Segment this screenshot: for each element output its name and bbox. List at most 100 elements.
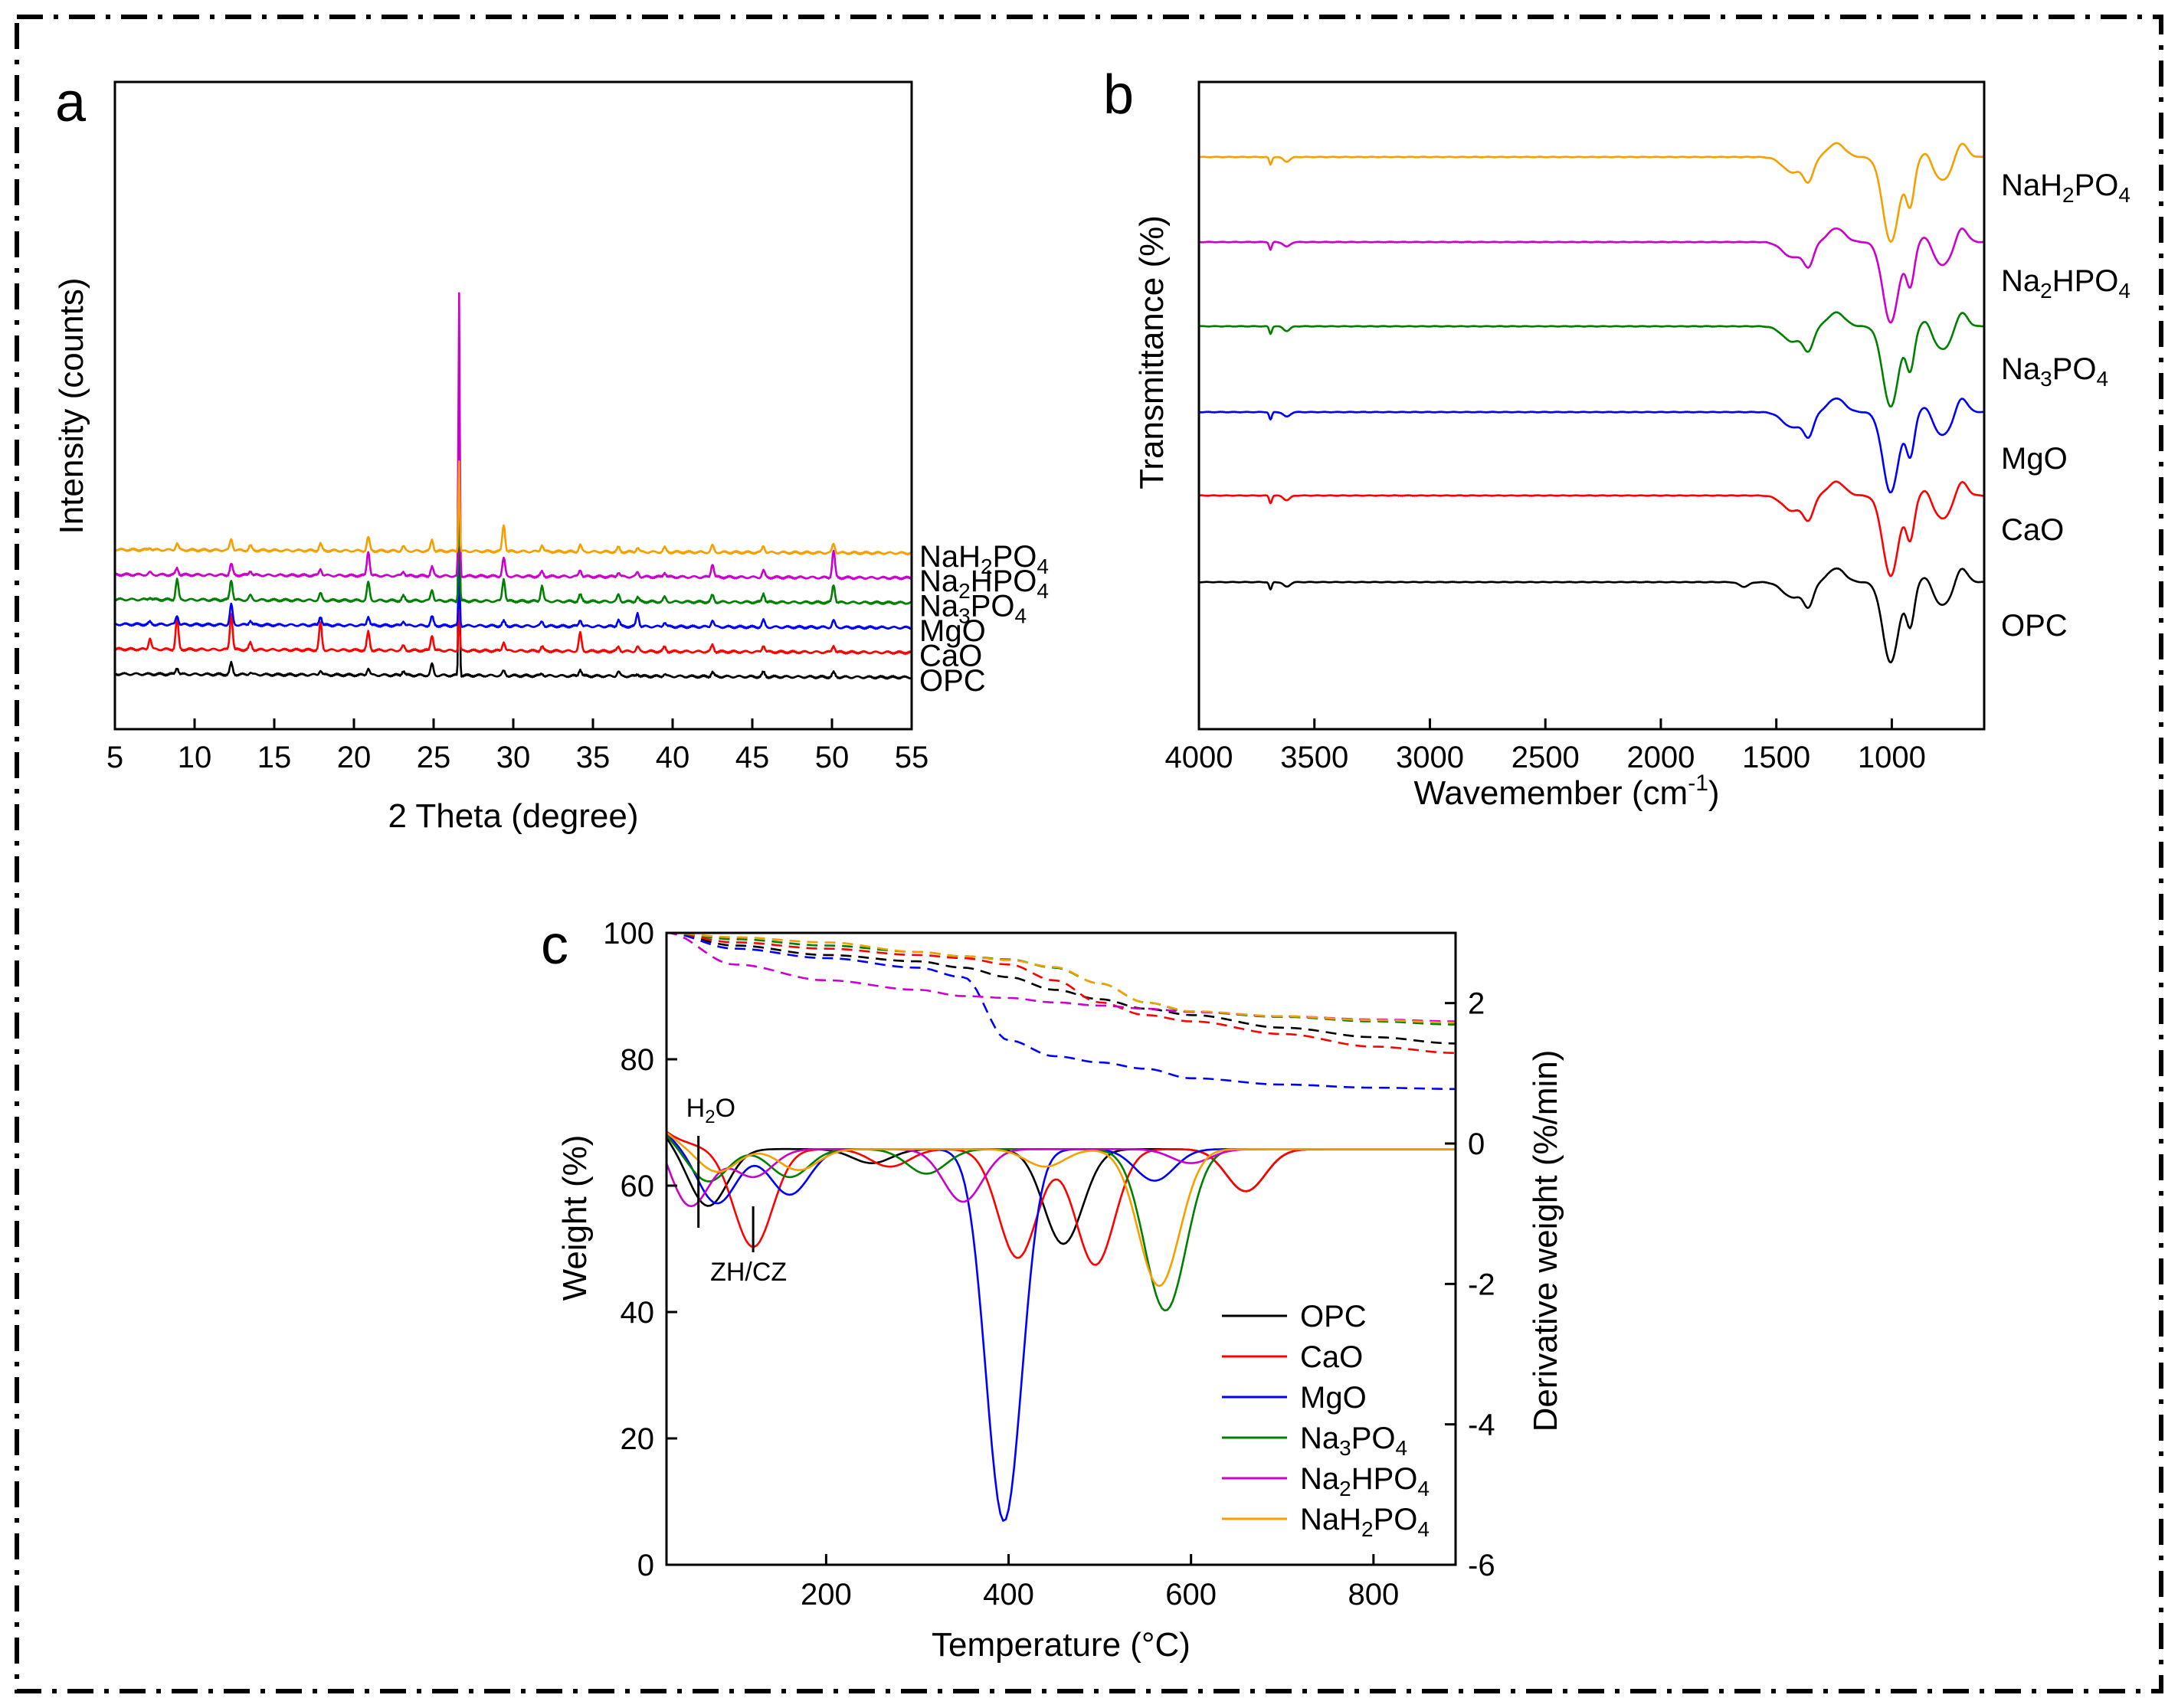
ftir-label-NaH2PO4: NaH2PO4 [2001,169,2131,207]
h2o-annotation-sub: 2 [705,1107,715,1127]
ftir-label-OPC-base: OPC [2001,609,2068,643]
panel-b-ticks: 4000 3500 3000 2500 2000 1500 1000 [1165,718,1926,774]
panel-c-right-y-tick-label: -2 [1468,1268,1495,1301]
xrd-label-NaH2PO4-sub: 2 [981,555,993,578]
panel-c-x-tick-label: 600 [1165,1578,1217,1611]
panel-a: a 5 10 15 20 25 30 35 40 45 50 55 OPCCaOMgONa3PO4N… [53,72,1049,835]
panel-c-left-y-tick-label: 60 [621,1170,655,1203]
panel-b-x-axis-label-base: Wavemember (cm [1413,774,1688,812]
ftir-line-NaH2PO4 [1198,142,1985,244]
tga-line-CaO [666,931,1456,1055]
xrd-line-NaH2PO4 [114,460,913,556]
ftir-label-NaH2PO4-tail: PO [2075,169,2119,202]
tga-line-Na3PO4 [666,931,1456,1026]
ftir-line-Na3PO4 [1198,311,1985,408]
panel-c-x-tick-label: 800 [1348,1578,1399,1611]
panel-b-x-tick-label: 3000 [1396,741,1464,774]
legend-label-CaO: CaO [1300,1340,1363,1374]
xrd-label-NaH2PO4-tail-sub: 4 [1037,555,1049,578]
legend-label-NaH2PO4-tail-sub: 4 [1417,1517,1430,1541]
h2o-annotation-tail: O [716,1094,735,1123]
legend-label-Na2HPO4-tail-sub: 4 [1417,1477,1430,1500]
panel-a-x-axis-label: 2 Theta (degree) [388,797,639,835]
ftir-line-CaO [1198,480,1985,578]
xrd-line-MgO [114,561,913,630]
panel-b-x-tick-label: 1000 [1858,741,1926,774]
xrd-label-Na2HPO4-tail-sub: 4 [1037,579,1049,603]
panel-label-a: a [55,72,87,133]
xrd-label-Na2HPO4-sub: 2 [958,579,971,603]
xrd-label-NaH2PO4-tail: PO [993,540,1037,574]
dtg-line-OPC [665,1137,1455,1245]
ftir-line-Na2HPO4 [1198,227,1985,324]
legend-label-Na2HPO4: Na2HPO4 [1300,1462,1430,1500]
legend-label-Na3PO4-tail: PO [1351,1422,1396,1455]
panel-a-x-tick-label: 25 [417,741,451,774]
panel-b-x-tick-label: 2500 [1511,741,1580,774]
ftir-label-Na2HPO4: Na2HPO4 [2001,264,2131,303]
panel-a-x-tick-label: 30 [496,741,531,774]
ftir-label-OPC: OPC [2001,609,2068,643]
panel-label-c: c [541,915,568,976]
h2o-annotation: H2O [686,1094,735,1127]
ftir-label-Na2HPO4-tail-sub: 4 [2118,279,2131,303]
panel-c-right-y-tick-label: 2 [1468,987,1485,1021]
tga-line-NaH2PO4 [666,931,1456,1024]
panel-c-right-y-tick-label: -4 [1468,1409,1495,1442]
ftir-label-Na3PO4-tail-sub: 4 [2097,367,2109,391]
xrd-line-Na3PO4 [113,476,912,606]
panel-c-right-y-tick-label: -6 [1468,1549,1495,1582]
xrd-label-Na2HPO4-base: Na [919,564,959,598]
legend-label-OPC: OPC [1300,1300,1367,1333]
legend-label-Na2HPO4-sub: 2 [1339,1477,1351,1500]
legend-label-Na3PO4-base: Na [1300,1422,1340,1455]
panel-b: b 4000 3500 3000 2500 2000 1500 1000 OPC CaO MgO… [1103,64,2131,812]
panel-c-x-axis-label: Temperature (°C) [932,1626,1191,1664]
panel-c-left-y-tick-label: 100 [603,917,654,951]
panel-b-axes-box [1197,80,1986,731]
legend-label-Na3PO4-sub: 3 [1339,1436,1351,1460]
xrd-series-group [113,292,913,680]
xrd-label-MgO-base: MgO [919,614,986,648]
panel-c-right-y-tick-label: 0 [1468,1127,1485,1161]
legend-label-Na2HPO4-base: Na [1300,1462,1340,1496]
dtg-line-NaH2PO4 [666,1131,1455,1288]
ftir-series-group [1198,142,1985,664]
legend-label-OPC-base: OPC [1300,1300,1367,1333]
panel-a-x-tick-label: 40 [656,741,690,774]
panel-a-x-tick-label: 35 [576,741,611,774]
ftir-label-NaH2PO4-tail-sub: 4 [2118,183,2131,207]
thermal-series-group [665,931,1456,1522]
xrd-label-Na2HPO4-tail: HPO [971,564,1037,598]
legend-label-Na2HPO4-tail: HPO [1351,1462,1418,1496]
xrd-label-NaH2PO4: NaH2PO4 [919,540,1049,578]
panel-a-ticks: 5 10 15 20 25 30 35 40 45 50 55 [106,718,929,774]
xrd-line-OPC [113,515,912,680]
panel-c-axes-box [665,931,1457,1566]
tga-line-OPC [666,931,1456,1045]
xrd-label-MgO: MgO [919,614,986,648]
zh-cz-annotation: ZH/CZ [710,1258,787,1287]
panel-c-x-tick-label: 400 [983,1578,1034,1611]
xrd-label-Na3PO4-tail-sub: 4 [1015,604,1027,628]
panel-a-x-tick-label: 20 [337,741,372,774]
legend-label-CaO-base: CaO [1300,1340,1363,1374]
panel-c-left-y-tick-label: 20 [621,1422,655,1456]
panel-b-y-axis-label: Transmittance (%) [1133,215,1171,489]
ftir-label-MgO-base: MgO [2001,442,2068,476]
panel-b-x-axis-label-sup: -1 [1688,771,1708,796]
panel-b-x-tick-label: 1500 [1742,741,1810,774]
ftir-label-Na3PO4-tail: PO [2052,352,2097,386]
legend-label-Na3PO4: Na3PO4 [1300,1422,1407,1460]
ftir-label-NaH2PO4-sub: 2 [2062,183,2075,207]
xrd-label-Na3PO4: Na3PO4 [919,590,1027,628]
panel-a-x-tick-label: 10 [178,741,212,774]
h2o-annotation-base: H [686,1094,706,1123]
panel-b-x-axis-label-tail: ) [1708,774,1720,812]
ftir-label-Na2HPO4-tail: HPO [2052,264,2119,298]
legend-label-NaH2PO4-base: NaH [1300,1503,1361,1536]
